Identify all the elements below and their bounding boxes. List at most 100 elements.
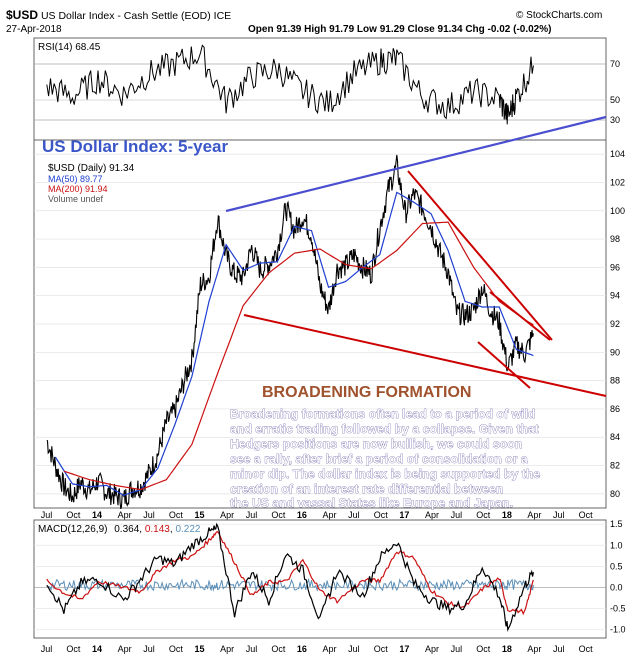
falling-channel-lower xyxy=(477,341,531,389)
chart-title: US Dollar Index: 5-year xyxy=(42,137,229,156)
macd-label: MACD(12,26,9) 0.364, 0.143, 0.222 xyxy=(38,524,201,535)
price-y-tick: 86 xyxy=(610,404,620,414)
x-axis-labels-lower: Jul Oct 14 Apr Jul Oct 15 Apr Jul Oct 16 Apr Jul Oct 1… xyxy=(41,644,593,654)
legend-volume: Volume undef xyxy=(48,194,104,204)
legend-price: $USD (Daily) 91.34 xyxy=(48,163,135,174)
macd-panel: 1.5 1.0 0.5 0.0 -0.5 -1.0 MACD(12,26,9) 0.364… xyxy=(33,519,626,639)
x-axis-label: Apr xyxy=(323,644,337,654)
x-axis-label: Oct xyxy=(476,644,491,654)
x-axis-label: Oct xyxy=(169,510,184,520)
x-axis-label: 14 xyxy=(92,510,102,520)
macd-y-tick: 0.0 xyxy=(610,582,623,592)
x-axis-label: 16 xyxy=(297,510,307,520)
ohlc-readout: Open 91.39 High 91.79 Low 91.29 Close 91… xyxy=(248,24,552,35)
price-y-tick: 90 xyxy=(610,347,620,357)
x-axis-label: Oct xyxy=(579,510,594,520)
price-y-tick: 80 xyxy=(610,489,620,499)
macd-label-prefix: MACD(12,26,9) xyxy=(38,524,107,535)
x-axis-label: Oct xyxy=(579,644,594,654)
x-axis-label: Jul xyxy=(348,644,360,654)
price-y-tick: 88 xyxy=(610,376,620,386)
annotation-line-2: and erratic trading followed by a collap… xyxy=(230,422,539,436)
macd-signal-line xyxy=(46,531,534,616)
x-axis-label: 15 xyxy=(194,510,204,520)
price-y-tick: 94 xyxy=(610,291,620,301)
x-axis-label: Jul xyxy=(246,644,258,654)
legend-ma200: MA(200) 91.94 xyxy=(48,184,108,194)
lower-broadening-trendline xyxy=(243,314,607,397)
macd-y-tick: 1.5 xyxy=(610,519,623,529)
price-y-tick: 100 xyxy=(610,206,625,216)
x-axis-label: Oct xyxy=(476,510,491,520)
macd-y-tick: -0.5 xyxy=(610,604,626,614)
annotation-line-1: Broadening formations often lead to a pe… xyxy=(230,407,535,421)
macd-hist-value: 0.222 xyxy=(175,524,200,535)
x-axis-label: Oct xyxy=(66,510,81,520)
x-axis-label: Jul xyxy=(246,510,258,520)
x-axis-label: 14 xyxy=(92,644,102,654)
x-axis-label: Jul xyxy=(143,510,155,520)
x-axis-label: Oct xyxy=(374,644,389,654)
legend-ma50: MA(50) 89.77 xyxy=(48,174,103,184)
price-y-tick: 92 xyxy=(610,319,620,329)
macd-y-tick: 1.0 xyxy=(610,540,623,550)
x-axis-label: Jul xyxy=(451,510,463,520)
macd-line xyxy=(46,522,534,632)
macd-histogram xyxy=(46,577,534,592)
price-y-tick: 98 xyxy=(610,234,620,244)
symbol: $USD xyxy=(6,8,39,22)
x-axis-label: Jul xyxy=(41,644,53,654)
upper-broadening-trendline xyxy=(225,115,607,213)
x-axis-label: Oct xyxy=(271,510,286,520)
x-axis-label: Jul xyxy=(41,510,53,520)
macd-frame xyxy=(33,519,607,639)
wedge-upper xyxy=(489,291,551,341)
rsi-tick-70: 70 xyxy=(610,59,620,69)
price-grid xyxy=(34,153,606,495)
price-y-tick: 84 xyxy=(610,432,620,442)
macd-signal-value: 0.143 xyxy=(145,524,170,535)
x-axis-labels-upper: Jul Oct 14 Apr Jul Oct 15 Apr Jul Oct 16 Apr Jul Oct 1… xyxy=(41,510,593,520)
annotation-line-6: creation of an interest rate differentia… xyxy=(230,482,503,496)
exchange: ICE xyxy=(213,10,232,22)
x-axis-label: Apr xyxy=(425,510,439,520)
x-axis-label: 17 xyxy=(399,510,409,520)
annotation-text: Broadening formations often lead to a pe… xyxy=(230,407,541,511)
price-panel: 104 102 100 98 96 94 92 90 88 86 84 82 80 US Dollar … xyxy=(33,115,625,511)
price-y-tick: 102 xyxy=(610,177,625,187)
annotation-line-7: the US and vassal States like Europe and… xyxy=(230,496,513,510)
rsi-frame xyxy=(33,37,607,141)
x-axis-label: Apr xyxy=(220,644,234,654)
chart-date: 27-Apr-2018 xyxy=(6,24,62,35)
x-axis-label: 18 xyxy=(502,510,512,520)
price-series xyxy=(46,154,534,510)
price-y-tick: 82 xyxy=(610,461,620,471)
macd-y-tick: 0.5 xyxy=(610,561,623,571)
x-axis-label: Jul xyxy=(553,644,565,654)
x-axis-label: Oct xyxy=(66,644,81,654)
x-axis-label: Oct xyxy=(271,644,286,654)
x-axis-label: Apr xyxy=(425,644,439,654)
x-axis-label: Apr xyxy=(118,644,132,654)
rsi-tick-30: 30 xyxy=(610,115,620,125)
price-y-ticks: 104 102 100 98 96 94 92 90 88 86 84 82 80 xyxy=(610,149,625,499)
x-axis-label: 16 xyxy=(297,644,307,654)
x-axis-label: Jul xyxy=(348,510,360,520)
x-axis-label: Apr xyxy=(118,510,132,520)
ma200-series xyxy=(63,221,534,491)
rsi-panel: RSI(14) 68.45 70 50 30 xyxy=(33,37,620,141)
x-axis-label: Oct xyxy=(374,510,389,520)
annotation-title: BROADENING FORMATION xyxy=(262,384,471,401)
x-axis-label: 18 xyxy=(502,644,512,654)
annotation-line-3: Hedgers positions are now bullish, we co… xyxy=(230,437,522,451)
x-axis-label: 15 xyxy=(194,644,204,654)
rsi-line xyxy=(46,44,534,125)
annotation-line-5: minor dip. The dollar index is being sup… xyxy=(230,467,540,481)
rsi-tick-50: 50 xyxy=(610,95,620,105)
price-y-tick: 104 xyxy=(610,149,625,159)
x-axis-label: Apr xyxy=(323,510,337,520)
macd-y-ticks: 1.5 1.0 0.5 0.0 -0.5 -1.0 xyxy=(34,519,626,635)
source-credit: © StockCharts.com xyxy=(516,10,603,21)
